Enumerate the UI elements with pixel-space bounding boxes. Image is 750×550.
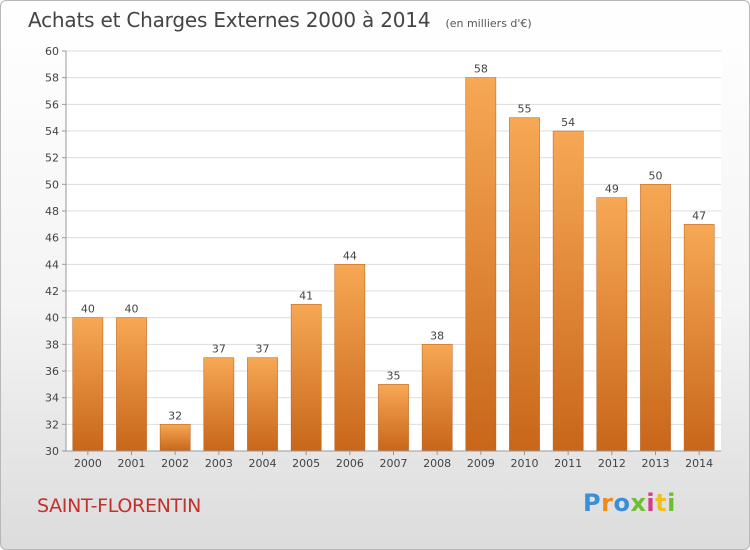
bar-2007[interactable] [378,384,409,452]
data-label-2010: 55 [518,103,532,116]
y-tick-label: 44 [45,258,59,271]
chart-title-row: Achats et Charges Externes 2000 à 2014 (… [28,8,532,32]
x-tick-label-2005: 2005 [292,457,320,470]
bar-2006[interactable] [334,264,366,452]
data-label-2000: 40 [81,303,95,316]
data-label-2007: 35 [387,369,401,382]
data-label-2003: 37 [212,343,226,356]
y-tick-label: 60 [45,45,59,58]
bar-2009[interactable] [465,77,497,452]
y-tick-label: 36 [45,365,59,378]
logo-letter: i [667,489,676,517]
y-tick-label: 32 [45,418,59,431]
y-tick-label: 56 [45,98,59,111]
data-label-2004: 37 [256,343,270,356]
y-tick-label: 50 [45,178,59,191]
y-tick-label: 38 [45,338,59,351]
y-tick-label: 42 [45,285,59,298]
bar-2003[interactable] [203,357,235,452]
x-tick-label-2014: 2014 [685,457,713,470]
bar-2010[interactable] [509,117,540,452]
data-label-2013: 50 [649,169,663,182]
logo-letter: r [601,489,614,517]
data-label-2006: 44 [343,249,357,262]
bar-2002[interactable] [159,424,191,452]
x-tick-label-2006: 2006 [336,457,364,470]
y-tick-label: 58 [45,72,59,85]
y-tick-label: 34 [45,392,59,405]
x-tick-label-2004: 2004 [249,457,277,470]
bar-2001[interactable] [116,317,147,452]
y-tick-label: 48 [45,205,59,218]
data-label-2011: 54 [561,116,575,129]
y-tick-label: 30 [45,445,59,458]
logo-letter: t [655,489,668,517]
data-label-2005: 41 [299,289,313,302]
data-label-2014: 47 [692,209,706,222]
chart-subtitle: (en milliers d'€) [445,17,532,30]
logo-letter: x [630,489,647,517]
x-tick-label-2007: 2007 [380,457,408,470]
data-label-2012: 49 [605,183,619,196]
x-tick-label-2000: 2000 [74,457,102,470]
x-tick-label-2001: 2001 [118,457,146,470]
data-label-2002: 32 [168,409,182,422]
chart-title: Achats et Charges Externes 2000 à 2014 [28,8,431,32]
x-tick-label-2012: 2012 [598,457,626,470]
bar-2004[interactable] [247,357,278,452]
data-label-2008: 38 [430,329,444,342]
bar-2014[interactable] [683,224,715,452]
bar-2011[interactable] [552,130,584,452]
bar-2008[interactable] [421,344,453,452]
bar-2000[interactable] [72,317,104,452]
y-tick-label: 40 [45,312,59,325]
x-tick-label-2011: 2011 [554,457,582,470]
y-tick-label: 46 [45,232,59,245]
x-tick-label-2002: 2002 [161,457,189,470]
town-name: SAINT-FLORENTIN [37,495,202,517]
proxiti-logo[interactable]: Proxiti [583,489,676,517]
data-label-2001: 40 [125,303,139,316]
bar-2013[interactable] [640,184,671,452]
x-tick-label-2003: 2003 [205,457,233,470]
data-label-2009: 58 [474,63,488,76]
bar-2005[interactable] [290,304,322,452]
x-tick-label-2008: 2008 [423,457,451,470]
y-tick-label: 52 [45,152,59,165]
x-tick-label-2009: 2009 [467,457,495,470]
logo-letter: o [613,489,631,517]
x-tick-label-2010: 2010 [511,457,539,470]
logo-letter: i [646,489,656,517]
y-tick-label: 54 [45,125,59,138]
x-tick-label-2013: 2013 [642,457,670,470]
logo-letter: P [583,489,602,517]
bar-2012[interactable] [596,197,628,452]
